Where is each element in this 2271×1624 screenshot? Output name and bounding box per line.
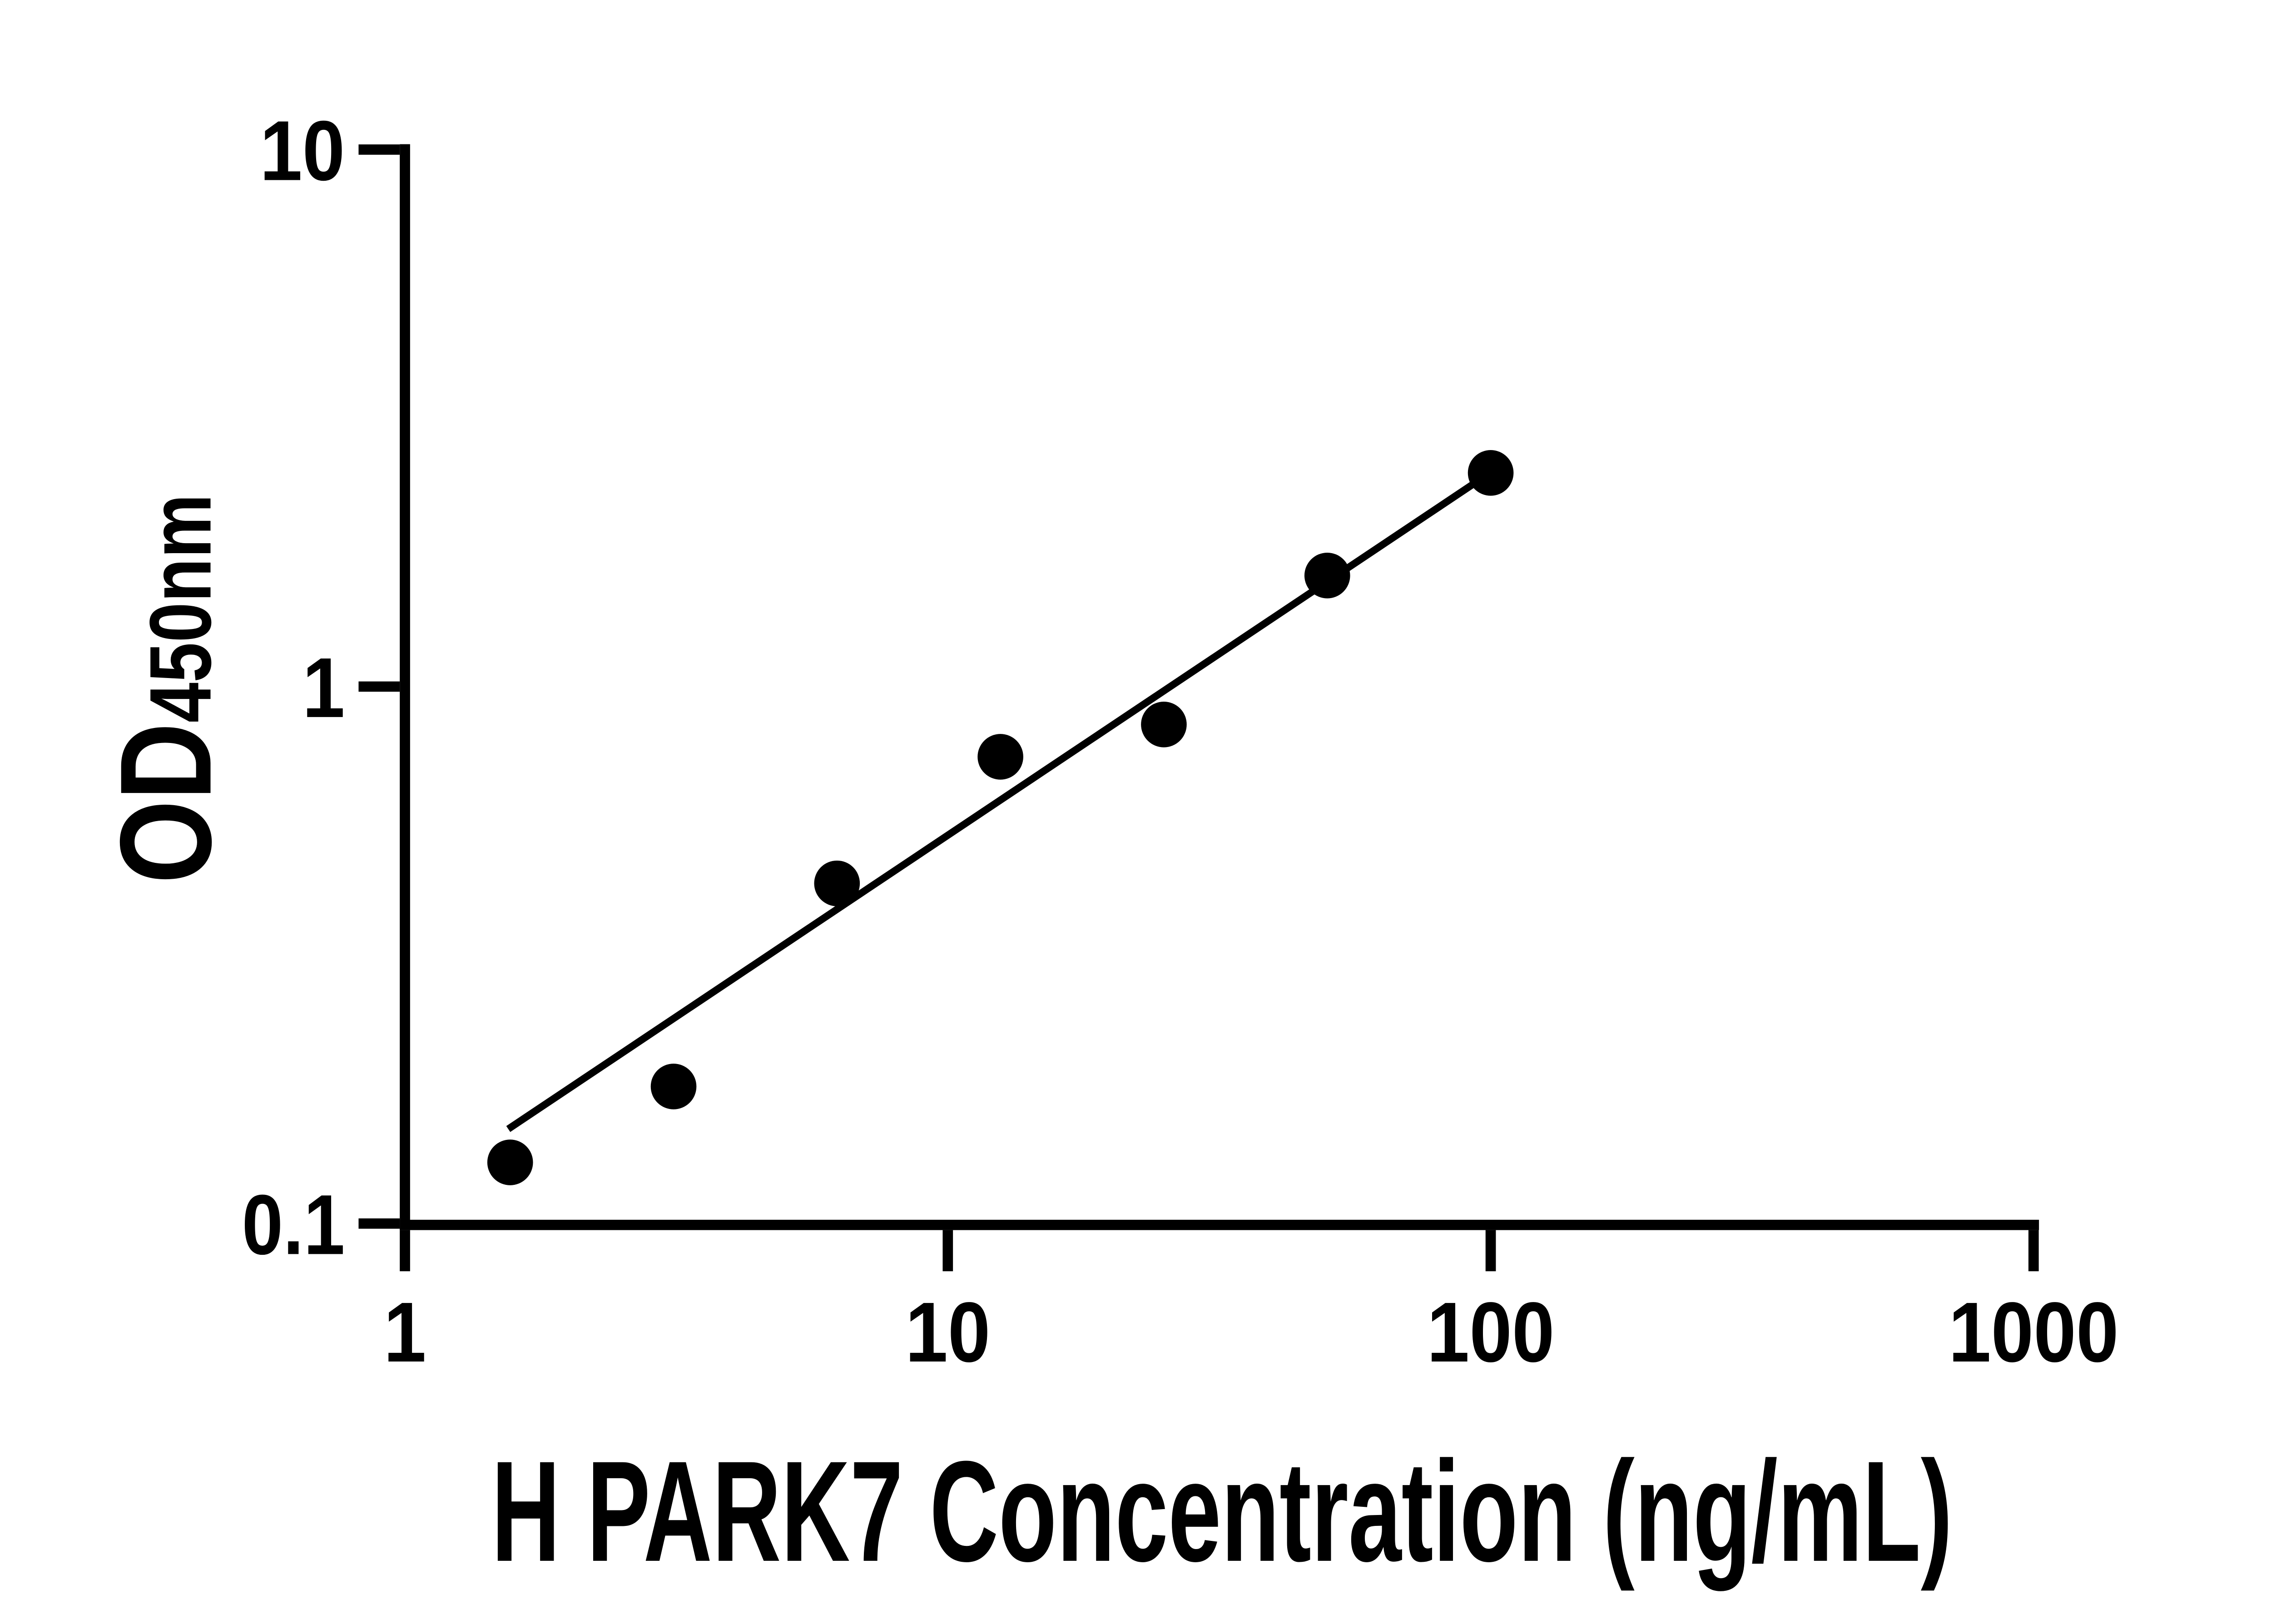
data-point xyxy=(814,860,860,906)
x-tick-label: 1000 xyxy=(1949,1284,2119,1380)
data-point xyxy=(650,1064,697,1109)
y-axis-ticks: 0.1 1 10 xyxy=(242,103,400,1272)
y-tick-label: 10 xyxy=(260,103,345,198)
x-axis-ticks: 1 10 100 1000 xyxy=(384,1230,2119,1380)
x-axis-title: H PARK7 Concentration (ng/mL) xyxy=(491,1431,1953,1592)
axes xyxy=(400,144,2039,1230)
x-tick-label: 100 xyxy=(1427,1284,1555,1380)
y-axis-title: OD450nm xyxy=(93,494,238,884)
data-point xyxy=(487,1139,533,1185)
data-point xyxy=(977,734,1023,780)
y-axis-title-main: OD xyxy=(93,723,238,884)
y-axis-title-sub: 450nm xyxy=(132,494,229,723)
data-points xyxy=(487,450,1514,1185)
data-point xyxy=(1141,701,1187,748)
x-tick-label: 10 xyxy=(905,1284,990,1380)
data-point xyxy=(1304,552,1350,599)
data-point xyxy=(1468,450,1514,496)
x-tick-label: 1 xyxy=(384,1284,426,1380)
y-tick-label: 0.1 xyxy=(242,1177,345,1272)
y-tick-label: 1 xyxy=(302,640,345,735)
